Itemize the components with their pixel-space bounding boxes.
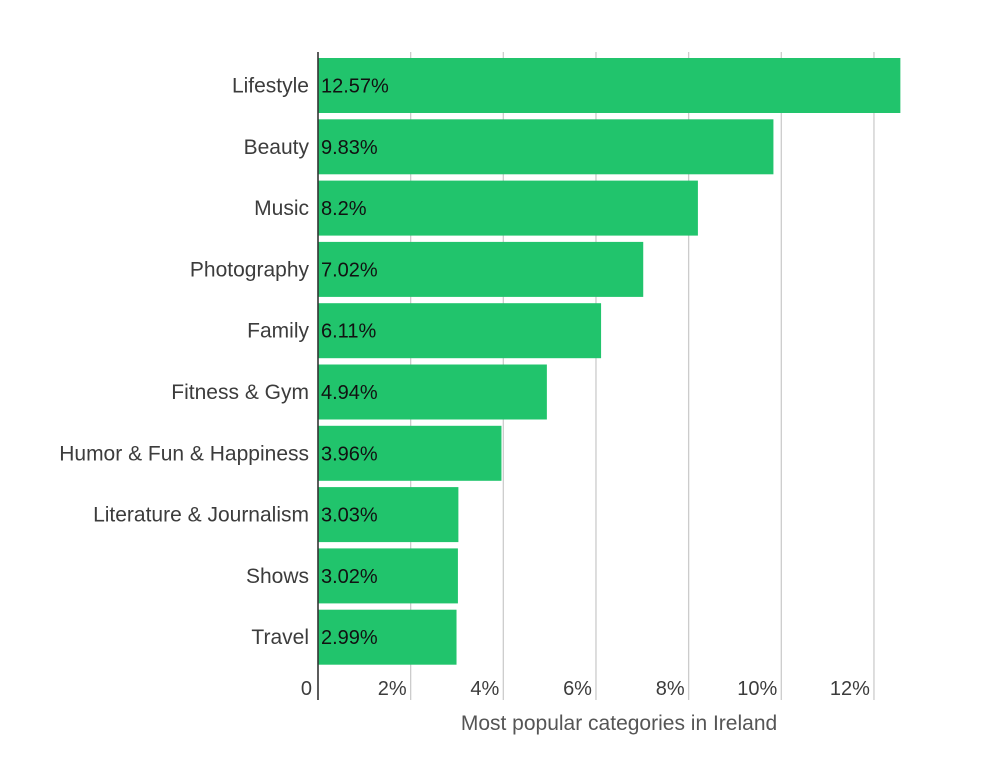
value-label: 9.83% bbox=[321, 137, 378, 159]
bar bbox=[318, 425, 502, 481]
category-label: Humor & Fun & Happiness bbox=[59, 442, 309, 465]
value-label: 2.99% bbox=[321, 627, 378, 649]
value-label: 3.96% bbox=[321, 443, 378, 465]
bar bbox=[318, 487, 459, 543]
category-label: Lifestyle bbox=[232, 75, 309, 98]
category-label: Music bbox=[254, 197, 309, 220]
x-tick-label: 12% bbox=[830, 678, 870, 700]
x-tick-label: 2% bbox=[378, 678, 407, 700]
bar bbox=[318, 609, 457, 665]
value-label: 4.94% bbox=[321, 382, 378, 404]
value-label: 8.2% bbox=[321, 198, 367, 220]
category-label: Fitness & Gym bbox=[171, 381, 309, 404]
category-label: Beauty bbox=[244, 136, 310, 159]
x-tick-label: 0 bbox=[301, 678, 312, 700]
category-label: Photography bbox=[190, 258, 310, 281]
bar bbox=[318, 58, 901, 113]
labels: 0 2% 4% 6% 8% 10% 12% Lifestyle 12.57% Beauty 9.83… bbox=[59, 75, 870, 701]
category-label: Family bbox=[247, 320, 309, 343]
x-tick-label: 10% bbox=[737, 678, 777, 700]
x-axis-title: Most popular categories in Ireland bbox=[461, 712, 777, 735]
bar bbox=[318, 241, 644, 297]
bar bbox=[318, 364, 547, 420]
bars bbox=[318, 58, 901, 665]
value-label: 7.02% bbox=[321, 259, 378, 281]
value-label: 6.11% bbox=[321, 321, 376, 343]
bar bbox=[318, 119, 774, 175]
value-label: 3.03% bbox=[321, 505, 378, 527]
value-label: 3.02% bbox=[321, 566, 378, 588]
x-tick-label: 8% bbox=[656, 678, 685, 700]
category-label: Shows bbox=[246, 565, 309, 588]
value-label: 12.57% bbox=[321, 76, 389, 98]
bar bbox=[318, 548, 458, 604]
x-tick-label: 6% bbox=[563, 678, 592, 700]
bar bbox=[318, 303, 602, 359]
category-label: Literature & Journalism bbox=[93, 504, 309, 527]
bar bbox=[318, 180, 698, 236]
category-label: Travel bbox=[251, 626, 309, 649]
x-tick-label: 4% bbox=[470, 678, 499, 700]
